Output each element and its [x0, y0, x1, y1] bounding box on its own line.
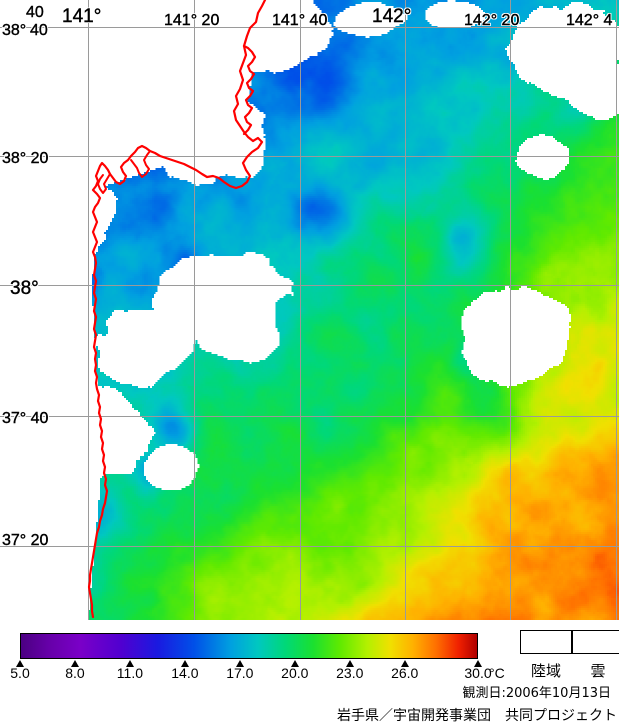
colorbar-tick-4	[235, 660, 244, 667]
colorbar-tick-label-4: 17.0	[226, 665, 254, 681]
colorbar-tick-label-7: 26.0	[391, 665, 419, 681]
colorbar-tick-3	[180, 660, 189, 667]
colorbar-tick-label-0: 5.0	[10, 665, 30, 681]
colorbar-tick-2	[125, 660, 134, 667]
colorbar-tick-0	[16, 660, 24, 667]
colorbar-tick-label-5: 20.0	[281, 665, 309, 681]
colorbar-tick-7	[400, 660, 409, 667]
legend-label-land: 陸域	[530, 662, 561, 680]
map-area[interactable]: 141° 141° 20 141° 40 142° 142° 20 142° 4 40 38°…	[0, 0, 619, 620]
legend-swatch-land	[520, 630, 572, 654]
legend-swatch-cloud	[572, 630, 619, 654]
credit-text: 岩手県／宇宙開発事業団 共同プロジェクト	[337, 708, 617, 724]
observation-date-text: 観測日:2006年10月13日	[462, 686, 611, 701]
colorbar-tick-8	[474, 660, 482, 667]
colorbar-unit-label: °C	[489, 665, 505, 681]
colorbar-tick-label-8: 30.0	[464, 665, 492, 681]
colorbar-tick-label-3: 14.0	[171, 665, 199, 681]
colorbar-tick-1	[70, 660, 79, 667]
colorbar-tick-5	[290, 660, 299, 667]
colorbar[interactable]	[20, 633, 478, 659]
legend-footer: 5.0 8.0 11.0 14.0 17.0 20.0 23.0 26.0 30.0 °C 陸域…	[0, 620, 619, 725]
sst-raster-layer	[0, 0, 619, 620]
legend-label-cloud: 雲	[590, 662, 606, 680]
colorbar-gradient	[21, 634, 477, 658]
colorbar-tick-label-1: 8.0	[65, 665, 85, 681]
colorbar-tick-6	[345, 660, 354, 667]
colorbar-tick-label-2: 11.0	[116, 665, 144, 681]
colorbar-tick-label-6: 23.0	[336, 665, 364, 681]
